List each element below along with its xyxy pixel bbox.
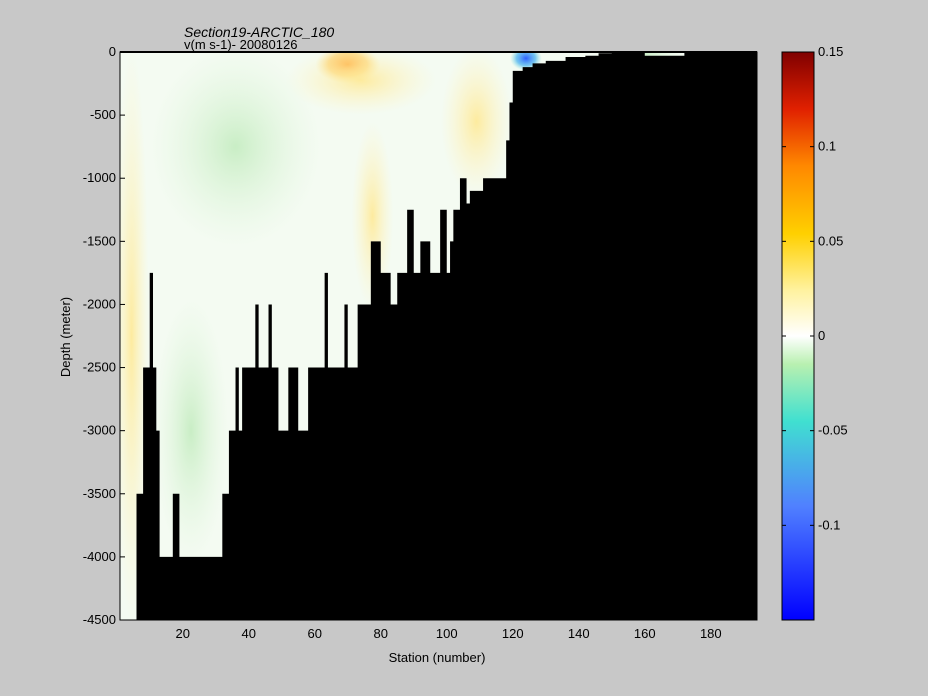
x-tick-label: 80	[374, 626, 388, 641]
y-tick-label: -4500	[83, 612, 116, 627]
x-tick-label: 180	[700, 626, 722, 641]
x-tick-label: 140	[568, 626, 590, 641]
x-tick-label: 160	[634, 626, 656, 641]
velocity-feature	[440, 52, 513, 197]
velocity-feature	[150, 52, 321, 248]
velocity-feature	[285, 52, 437, 115]
colorbar-tick-label: -0.05	[818, 423, 848, 438]
y-tick-label: 0	[109, 44, 116, 59]
velocity-feature	[351, 121, 394, 311]
x-tick-label: 40	[241, 626, 255, 641]
x-tick-label: 20	[175, 626, 189, 641]
chart-title: Section19-ARCTIC_180	[184, 24, 334, 40]
y-tick-label: -3000	[83, 423, 116, 438]
y-axis-label: Depth (meter)	[58, 297, 73, 377]
velocity-field	[120, 52, 684, 620]
y-tick-label: -2500	[83, 360, 116, 375]
velocity-feature	[153, 298, 229, 563]
x-axis-label: Station (number)	[389, 650, 486, 665]
colorbar-tick-label: -0.1	[818, 517, 840, 532]
y-tick-label: -500	[90, 107, 116, 122]
seafloor-mask	[120, 52, 757, 620]
y-tick-label: -2000	[83, 296, 116, 311]
y-tick-label: -3500	[83, 486, 116, 501]
y-tick-label: -4000	[83, 549, 116, 564]
y-axis: 0 -500 -1000 -1500 -2000 -2500 -3000 -3500 -4000…	[83, 44, 757, 627]
plot-frame	[119, 51, 758, 621]
colorbar-tick-label: 0.1	[818, 139, 836, 154]
x-tick-label: 100	[436, 626, 458, 641]
x-tick-label: 60	[307, 626, 321, 641]
chart-subtitle: v(m s-1)- 20080126	[184, 37, 297, 52]
x-tick-label: 120	[502, 626, 524, 641]
colorbar-ticks: 0.15 0.1 0.05 0 -0.05 -0.1	[782, 44, 848, 532]
velocity-feature	[120, 52, 150, 620]
colorbar-tick-label: 0.05	[818, 233, 843, 248]
y-tick-label: -1000	[83, 170, 116, 185]
x-axis: 20 40 60 80 100 120 140 160 180	[175, 615, 722, 641]
colorbar	[781, 51, 815, 621]
y-tick-label: -1500	[83, 233, 116, 248]
colorbar-tick-label: 0	[818, 328, 825, 343]
colorbar-tick-label: 0.15	[818, 44, 843, 59]
